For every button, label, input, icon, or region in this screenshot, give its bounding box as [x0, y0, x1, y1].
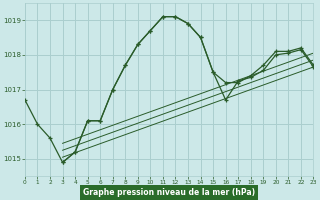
X-axis label: Graphe pression niveau de la mer (hPa): Graphe pression niveau de la mer (hPa) [83, 188, 255, 197]
